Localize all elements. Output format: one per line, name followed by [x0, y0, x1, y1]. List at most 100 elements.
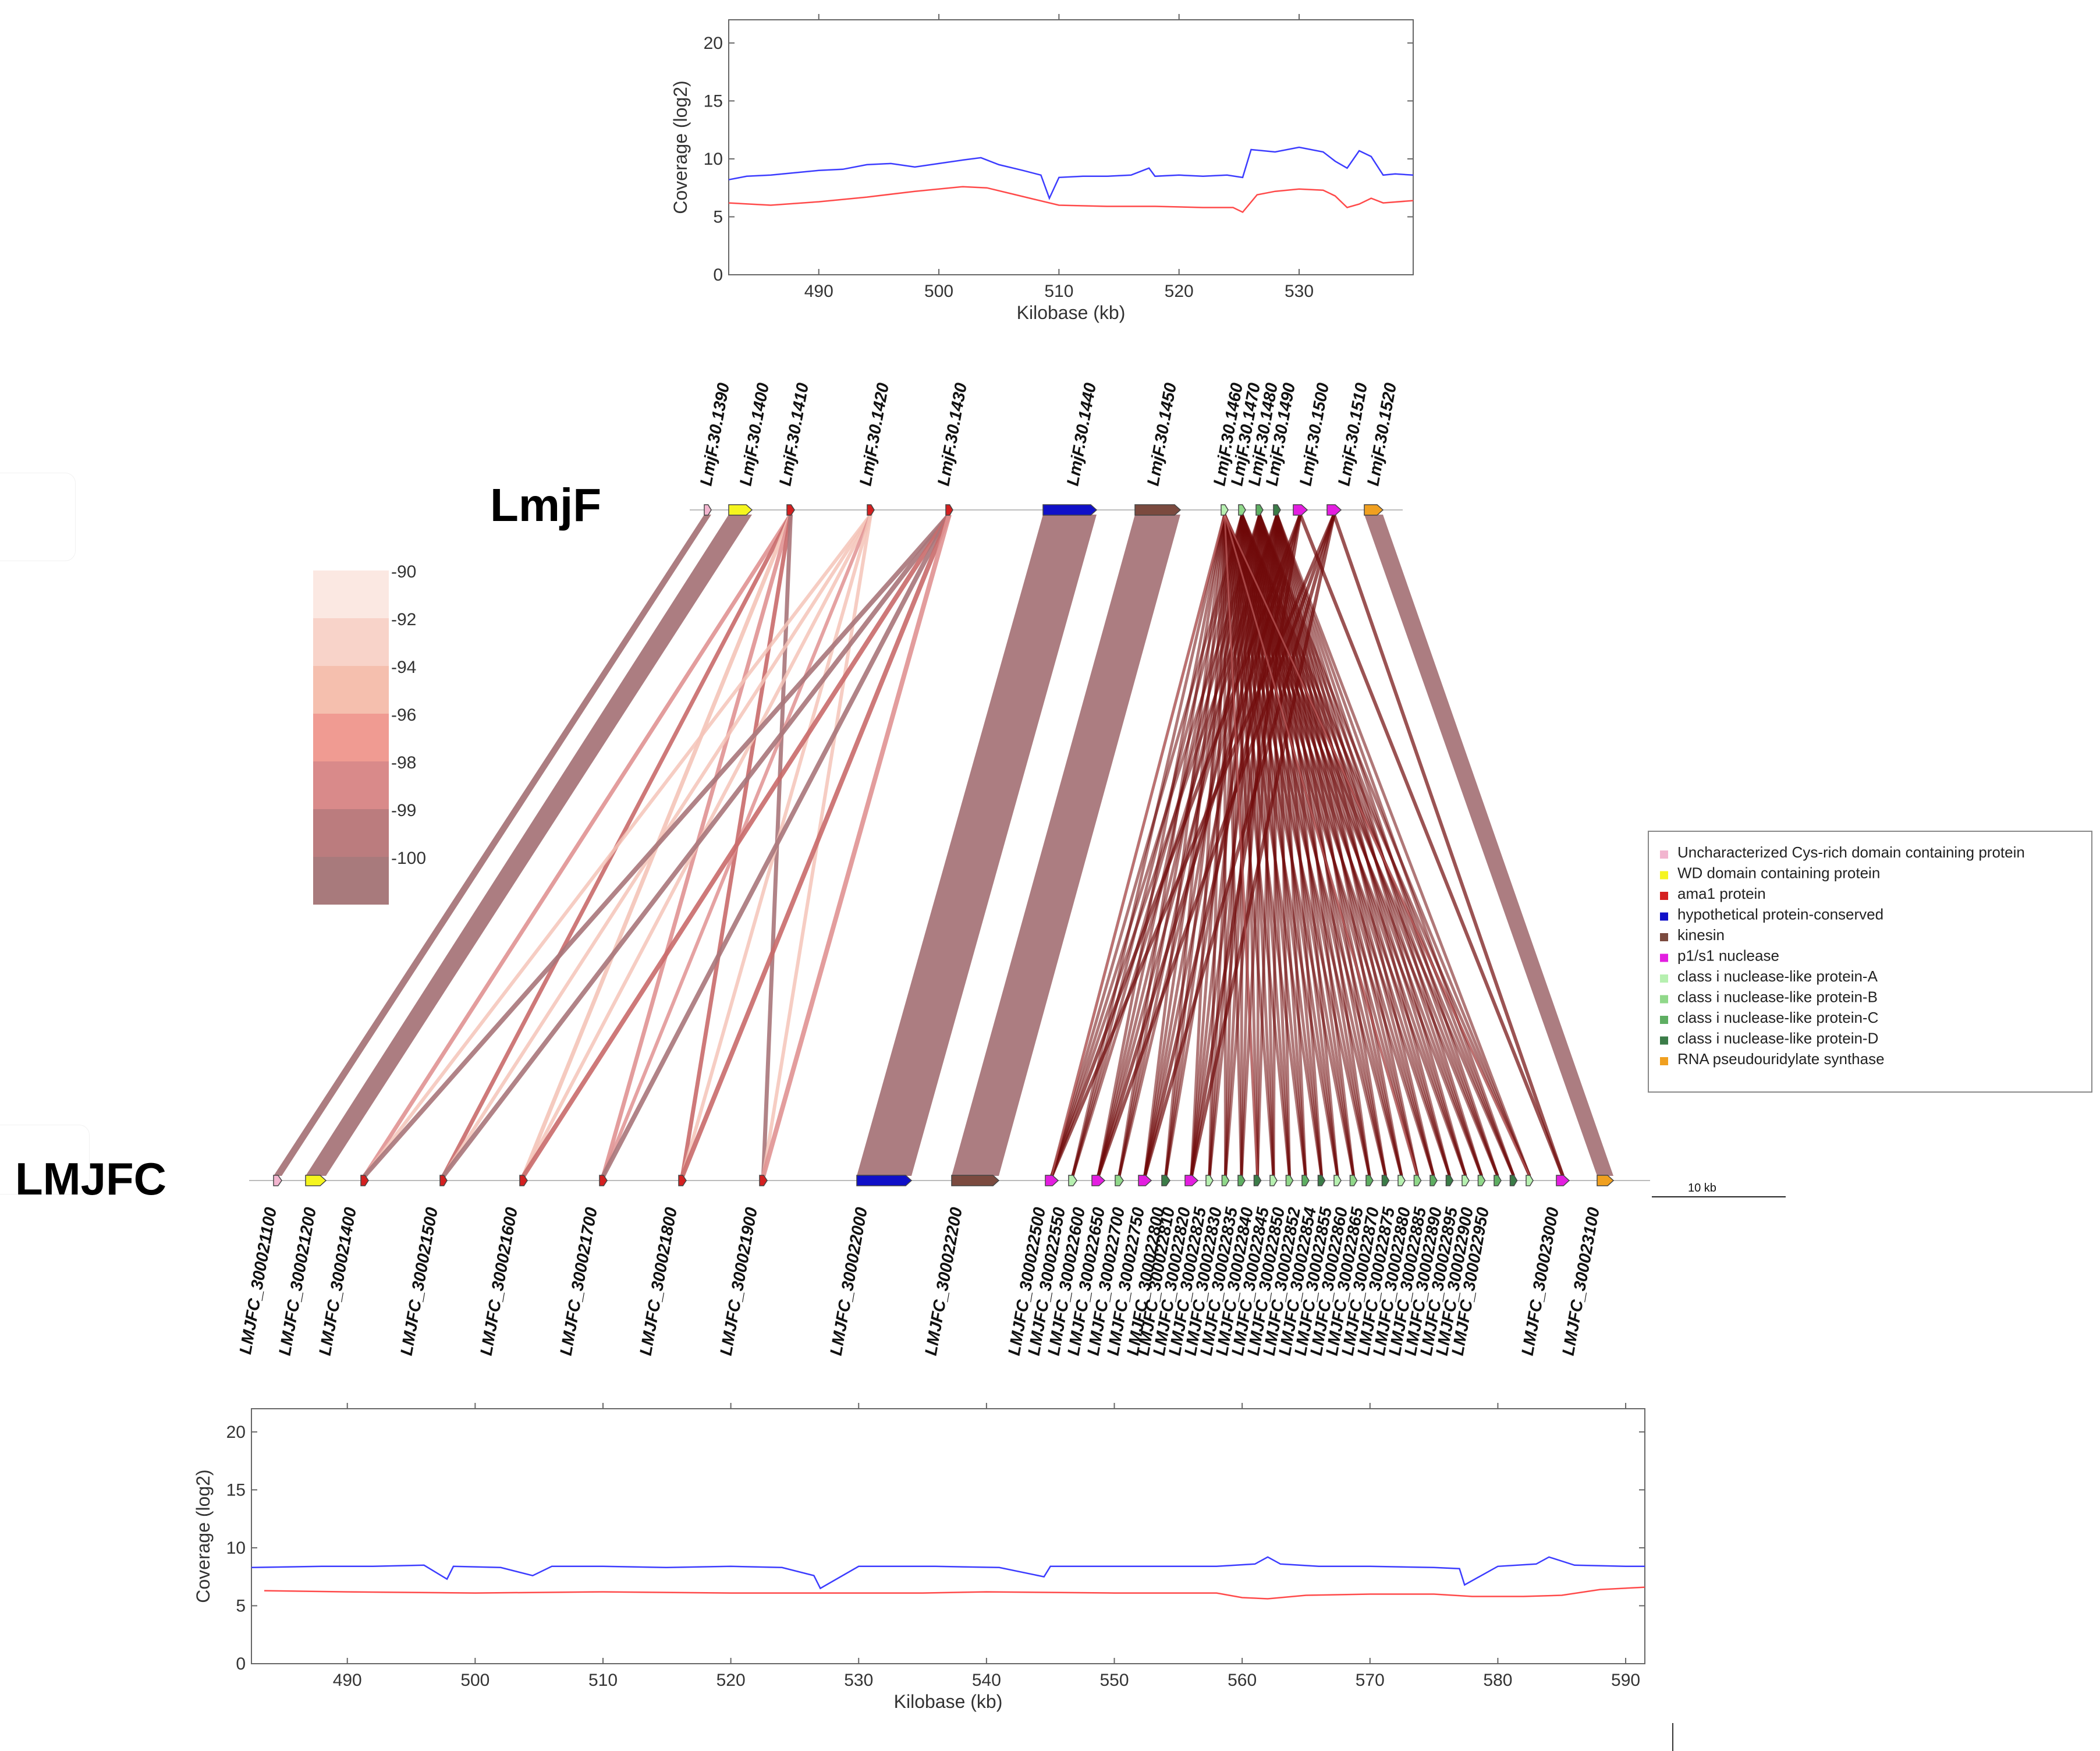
x-tick-label: 510: [1044, 282, 1073, 301]
y-tick-label: 5: [713, 207, 723, 226]
legend-swatch: [1660, 1036, 1668, 1045]
legend-label: ama1 protein: [1677, 885, 1766, 902]
gene-arrow-top: [1326, 504, 1342, 516]
gene-arrow-top: [1255, 504, 1264, 516]
gene-label-bottom: LMJFC_300023000: [1519, 1206, 1563, 1357]
synteny-link: [1223, 514, 1258, 1176]
synteny-link: [522, 513, 952, 1178]
gene-label-top: LmjF.30.1420: [856, 381, 893, 487]
legend-label: class i nuclease-like protein-B: [1677, 988, 1878, 1006]
gene-arrow-top: [1042, 504, 1098, 516]
gene-arrow-bottom: [1381, 1175, 1390, 1186]
x-tick-label: 530: [844, 1671, 873, 1690]
gene-arrow-bottom: [1091, 1175, 1106, 1186]
legend-swatch: [1660, 1016, 1668, 1024]
synteny-link: [1275, 514, 1531, 1176]
y-tick-label: 0: [713, 265, 723, 285]
gene-arrow-top: [867, 504, 875, 516]
legend-frame: [1648, 831, 2092, 1093]
gene-arrow-bottom: [1365, 1175, 1374, 1186]
gene-label-bottom: LMJFC_300023100: [1559, 1206, 1604, 1357]
gene-arrow-bottom: [360, 1175, 369, 1186]
gene-arrow-bottom: [951, 1175, 1000, 1186]
legend-label: class i nuclease-like protein-D: [1677, 1030, 1878, 1047]
legend-label: p1/s1 nuclease: [1677, 947, 1779, 965]
gene-arrow-bottom: [1597, 1175, 1615, 1186]
x-tick-label: 500: [924, 282, 953, 301]
gene-arrow-top: [728, 504, 753, 516]
gene-legend: Uncharacterized Cys-rich domain containi…: [1648, 831, 2092, 1093]
synteny-link: [1275, 514, 1467, 1176]
gene-arrow-bottom: [599, 1175, 608, 1186]
gene-arrow-top: [786, 504, 795, 516]
gene-arrow-bottom: [1462, 1175, 1470, 1186]
chart-frame: [728, 19, 1414, 275]
scale-swatch: [313, 618, 389, 666]
scale-swatch: [313, 809, 389, 857]
scale-swatch: [313, 570, 389, 618]
x-tick-label: 550: [1099, 1671, 1129, 1690]
gene-label-top: LmjF.30.1450: [1144, 381, 1180, 487]
synteny-link: [1275, 514, 1403, 1176]
gene-arrow-bottom: [678, 1175, 687, 1186]
legend-label: WD domain containing protein: [1677, 864, 1880, 882]
synteny-ribbon: [1364, 515, 1613, 1176]
gene-arrow-bottom: [1509, 1175, 1518, 1186]
scale-swatch: [313, 714, 389, 761]
synteny-link: [363, 513, 951, 1178]
synteny-ribbon: [306, 515, 752, 1176]
gene-arrow-bottom: [1317, 1175, 1326, 1186]
synteny-link: [1050, 514, 1279, 1176]
gene-arrow-top: [1134, 504, 1182, 516]
x-tick-label: 560: [1228, 1671, 1257, 1690]
identity-color-scale: -90 -92 -94 -96 -98 -99 -100: [313, 562, 426, 905]
scale-label: -94: [391, 658, 416, 677]
gene-arrow-bottom: [759, 1175, 768, 1186]
y-tick-label: 20: [226, 1423, 246, 1442]
x-axis-title: Kilobase (kb): [894, 1691, 1003, 1712]
gene-label-top: LmjF.30.1500: [1296, 381, 1333, 487]
legend-swatch: [1660, 995, 1668, 1004]
gene-arrow-bottom: [1445, 1175, 1454, 1186]
synteny-link: [1272, 514, 1279, 1176]
synteny-link: [1240, 514, 1279, 1176]
gene-label-bottom: LMJFC_300022000: [827, 1206, 871, 1357]
synteny-link: [1143, 514, 1336, 1176]
gene-arrow-bottom: [1556, 1175, 1570, 1186]
synteny-ribbon: [857, 515, 1097, 1176]
synteny-link: [601, 513, 952, 1177]
y-tick-label: 0: [236, 1654, 246, 1674]
legend-label: class i nuclease-like protein-C: [1677, 1009, 1878, 1026]
x-tick-label: 570: [1356, 1671, 1385, 1690]
gene-label-bottom: LMJFC_300021800: [637, 1206, 681, 1357]
gene-arrow-bottom: [1494, 1175, 1502, 1186]
gene-label-top: LmjF.30.1400: [736, 381, 773, 487]
legend-swatch: [1660, 871, 1668, 880]
scale-label: -90: [391, 562, 416, 582]
gene-arrow-top: [704, 504, 712, 516]
synteny-link: [1275, 514, 1419, 1176]
y-tick-label: 10: [226, 1539, 246, 1558]
synteny-link: [363, 513, 793, 1177]
gene-arrow-bottom: [1333, 1175, 1342, 1186]
coverage-line-blue: [728, 146, 1414, 200]
gene-label-bottom: LMJFC_300021400: [316, 1206, 360, 1357]
gene-label-bottom: LMJFC_300021600: [477, 1206, 522, 1357]
gene-arrow-bottom: [1301, 1175, 1310, 1186]
synteny-link: [1050, 514, 1244, 1176]
synteny-link: [1143, 514, 1279, 1176]
legend-swatch: [1660, 1057, 1668, 1065]
legend-swatch: [1660, 974, 1668, 983]
gene-arrow-top: [945, 504, 953, 516]
synteny-links: [274, 513, 1613, 1178]
legend-label: Uncharacterized Cys-rich domain containi…: [1677, 843, 2025, 861]
synteny-link: [1097, 514, 1226, 1176]
x-tick-label: 490: [333, 1671, 362, 1690]
gene-label-bottom: LMJFC_300021900: [717, 1206, 761, 1357]
y-tick-label: 15: [704, 91, 723, 111]
legend-label: RNA pseudouridylate synthase: [1677, 1050, 1885, 1068]
coverage-line-red: [264, 1586, 1645, 1600]
synteny-link: [1275, 514, 1355, 1176]
gene-arrow-bottom: [1161, 1175, 1170, 1186]
